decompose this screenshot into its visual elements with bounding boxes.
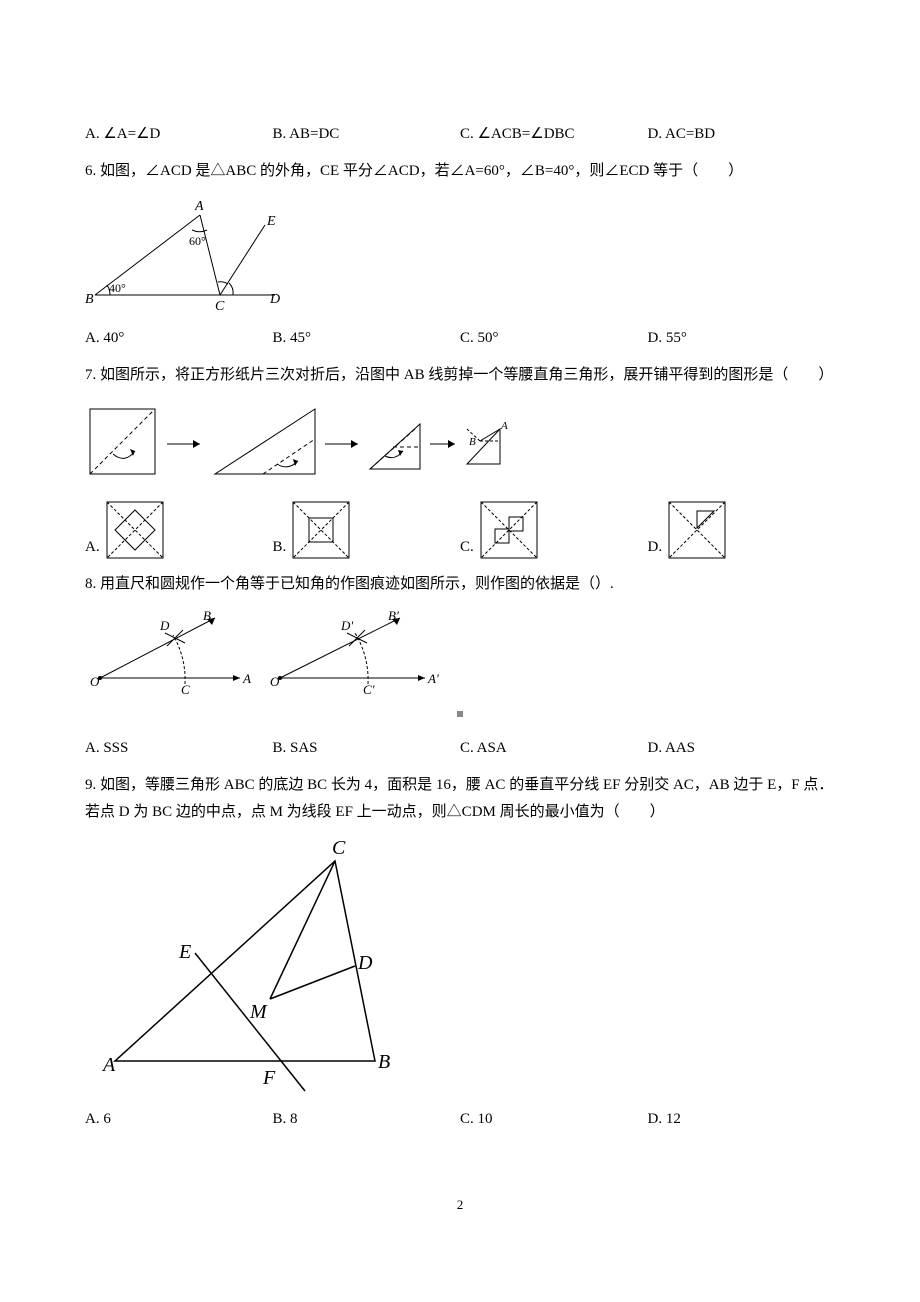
q5-option-a: A. ∠A=∠D: [85, 121, 273, 148]
svg-text:A: A: [500, 420, 508, 432]
q6-option-d: D. 55°: [648, 325, 836, 352]
svg-text:A': A': [427, 671, 439, 686]
q7-option-d: D.: [648, 499, 836, 561]
svg-text:D: D: [269, 292, 280, 307]
svg-text:B: B: [469, 436, 476, 448]
svg-text:A: A: [194, 199, 204, 214]
q8-options: A. SSS B. SAS C. ASA D. AAS: [85, 735, 835, 762]
svg-text:E: E: [178, 941, 191, 963]
svg-text:A: A: [101, 1054, 116, 1076]
q5-options: A. ∠A=∠D B. AB=DC C. ∠ACB=∠DBC D. AC=BD: [85, 121, 835, 148]
svg-text:O: O: [90, 674, 100, 689]
q8-option-a: A. SSS: [85, 735, 273, 762]
q7-option-b: B.: [273, 499, 461, 561]
svg-text:C: C: [332, 837, 346, 859]
q8-text: 8. 用直尺和圆规作一个角等于已知角的作图痕迹如图所示，则作图的依据是（）.: [85, 571, 835, 598]
q6-option-b: B. 45°: [273, 325, 461, 352]
q9-figure: C A B D E F M: [85, 836, 835, 1096]
q6-option-a: A. 40°: [85, 325, 273, 352]
q8-option-b: B. SAS: [273, 735, 461, 762]
svg-text:E: E: [266, 214, 276, 229]
q6-figure: A B C D E 60° 40°: [85, 195, 835, 315]
q9-option-a: A. 6: [85, 1106, 273, 1133]
q5-option-b: B. AB=DC: [273, 121, 461, 148]
svg-text:B: B: [85, 292, 94, 307]
q7-figure-folds: A B: [85, 399, 835, 489]
q8-figure: O A B C D O A' B' C' D': [85, 608, 835, 698]
q7-options: A. B. C. D.: [85, 499, 835, 561]
svg-text:C: C: [181, 682, 190, 697]
q8-option-c: C. ASA: [460, 735, 648, 762]
q6-text: 6. 如图，∠ACD 是△ABC 的外角，CE 平分∠ACD，若∠A=60°，∠…: [85, 158, 835, 185]
center-mark: [457, 711, 463, 717]
svg-text:D: D: [357, 952, 373, 974]
q7-text: 7. 如图所示，将正方形纸片三次对折后，沿图中 AB 线剪掉一个等腰直角三角形，…: [85, 362, 835, 389]
svg-text:C': C': [363, 682, 375, 697]
svg-text:M: M: [249, 1001, 268, 1023]
q8-option-d: D. AAS: [648, 735, 836, 762]
q9-option-b: B. 8: [273, 1106, 461, 1133]
q6-options: A. 40° B. 45° C. 50° D. 55°: [85, 325, 835, 352]
svg-text:O: O: [270, 674, 280, 689]
svg-text:B': B': [388, 608, 399, 623]
q9-option-c: C. 10: [460, 1106, 648, 1133]
svg-text:B: B: [378, 1051, 390, 1073]
q9-options: A. 6 B. 8 C. 10 D. 12: [85, 1106, 835, 1133]
q7-option-c: C.: [460, 499, 648, 561]
svg-text:F: F: [262, 1067, 276, 1089]
q9-text: 9. 如图，等腰三角形 ABC 的底边 BC 长为 4，面积是 16，腰 AC …: [85, 772, 835, 826]
q5-option-d: D. AC=BD: [648, 121, 836, 148]
q6-option-c: C. 50°: [460, 325, 648, 352]
svg-text:D': D': [340, 618, 353, 633]
svg-text:C: C: [215, 299, 225, 314]
svg-text:40°: 40°: [109, 281, 126, 295]
q7-option-a: A.: [85, 499, 273, 561]
q9-option-d: D. 12: [648, 1106, 836, 1133]
svg-text:A: A: [242, 671, 251, 686]
page-number: 2: [85, 1193, 835, 1216]
svg-text:B: B: [203, 608, 211, 623]
q5-option-c: C. ∠ACB=∠DBC: [460, 121, 648, 148]
svg-text:D: D: [159, 618, 170, 633]
svg-text:60°: 60°: [189, 234, 206, 248]
